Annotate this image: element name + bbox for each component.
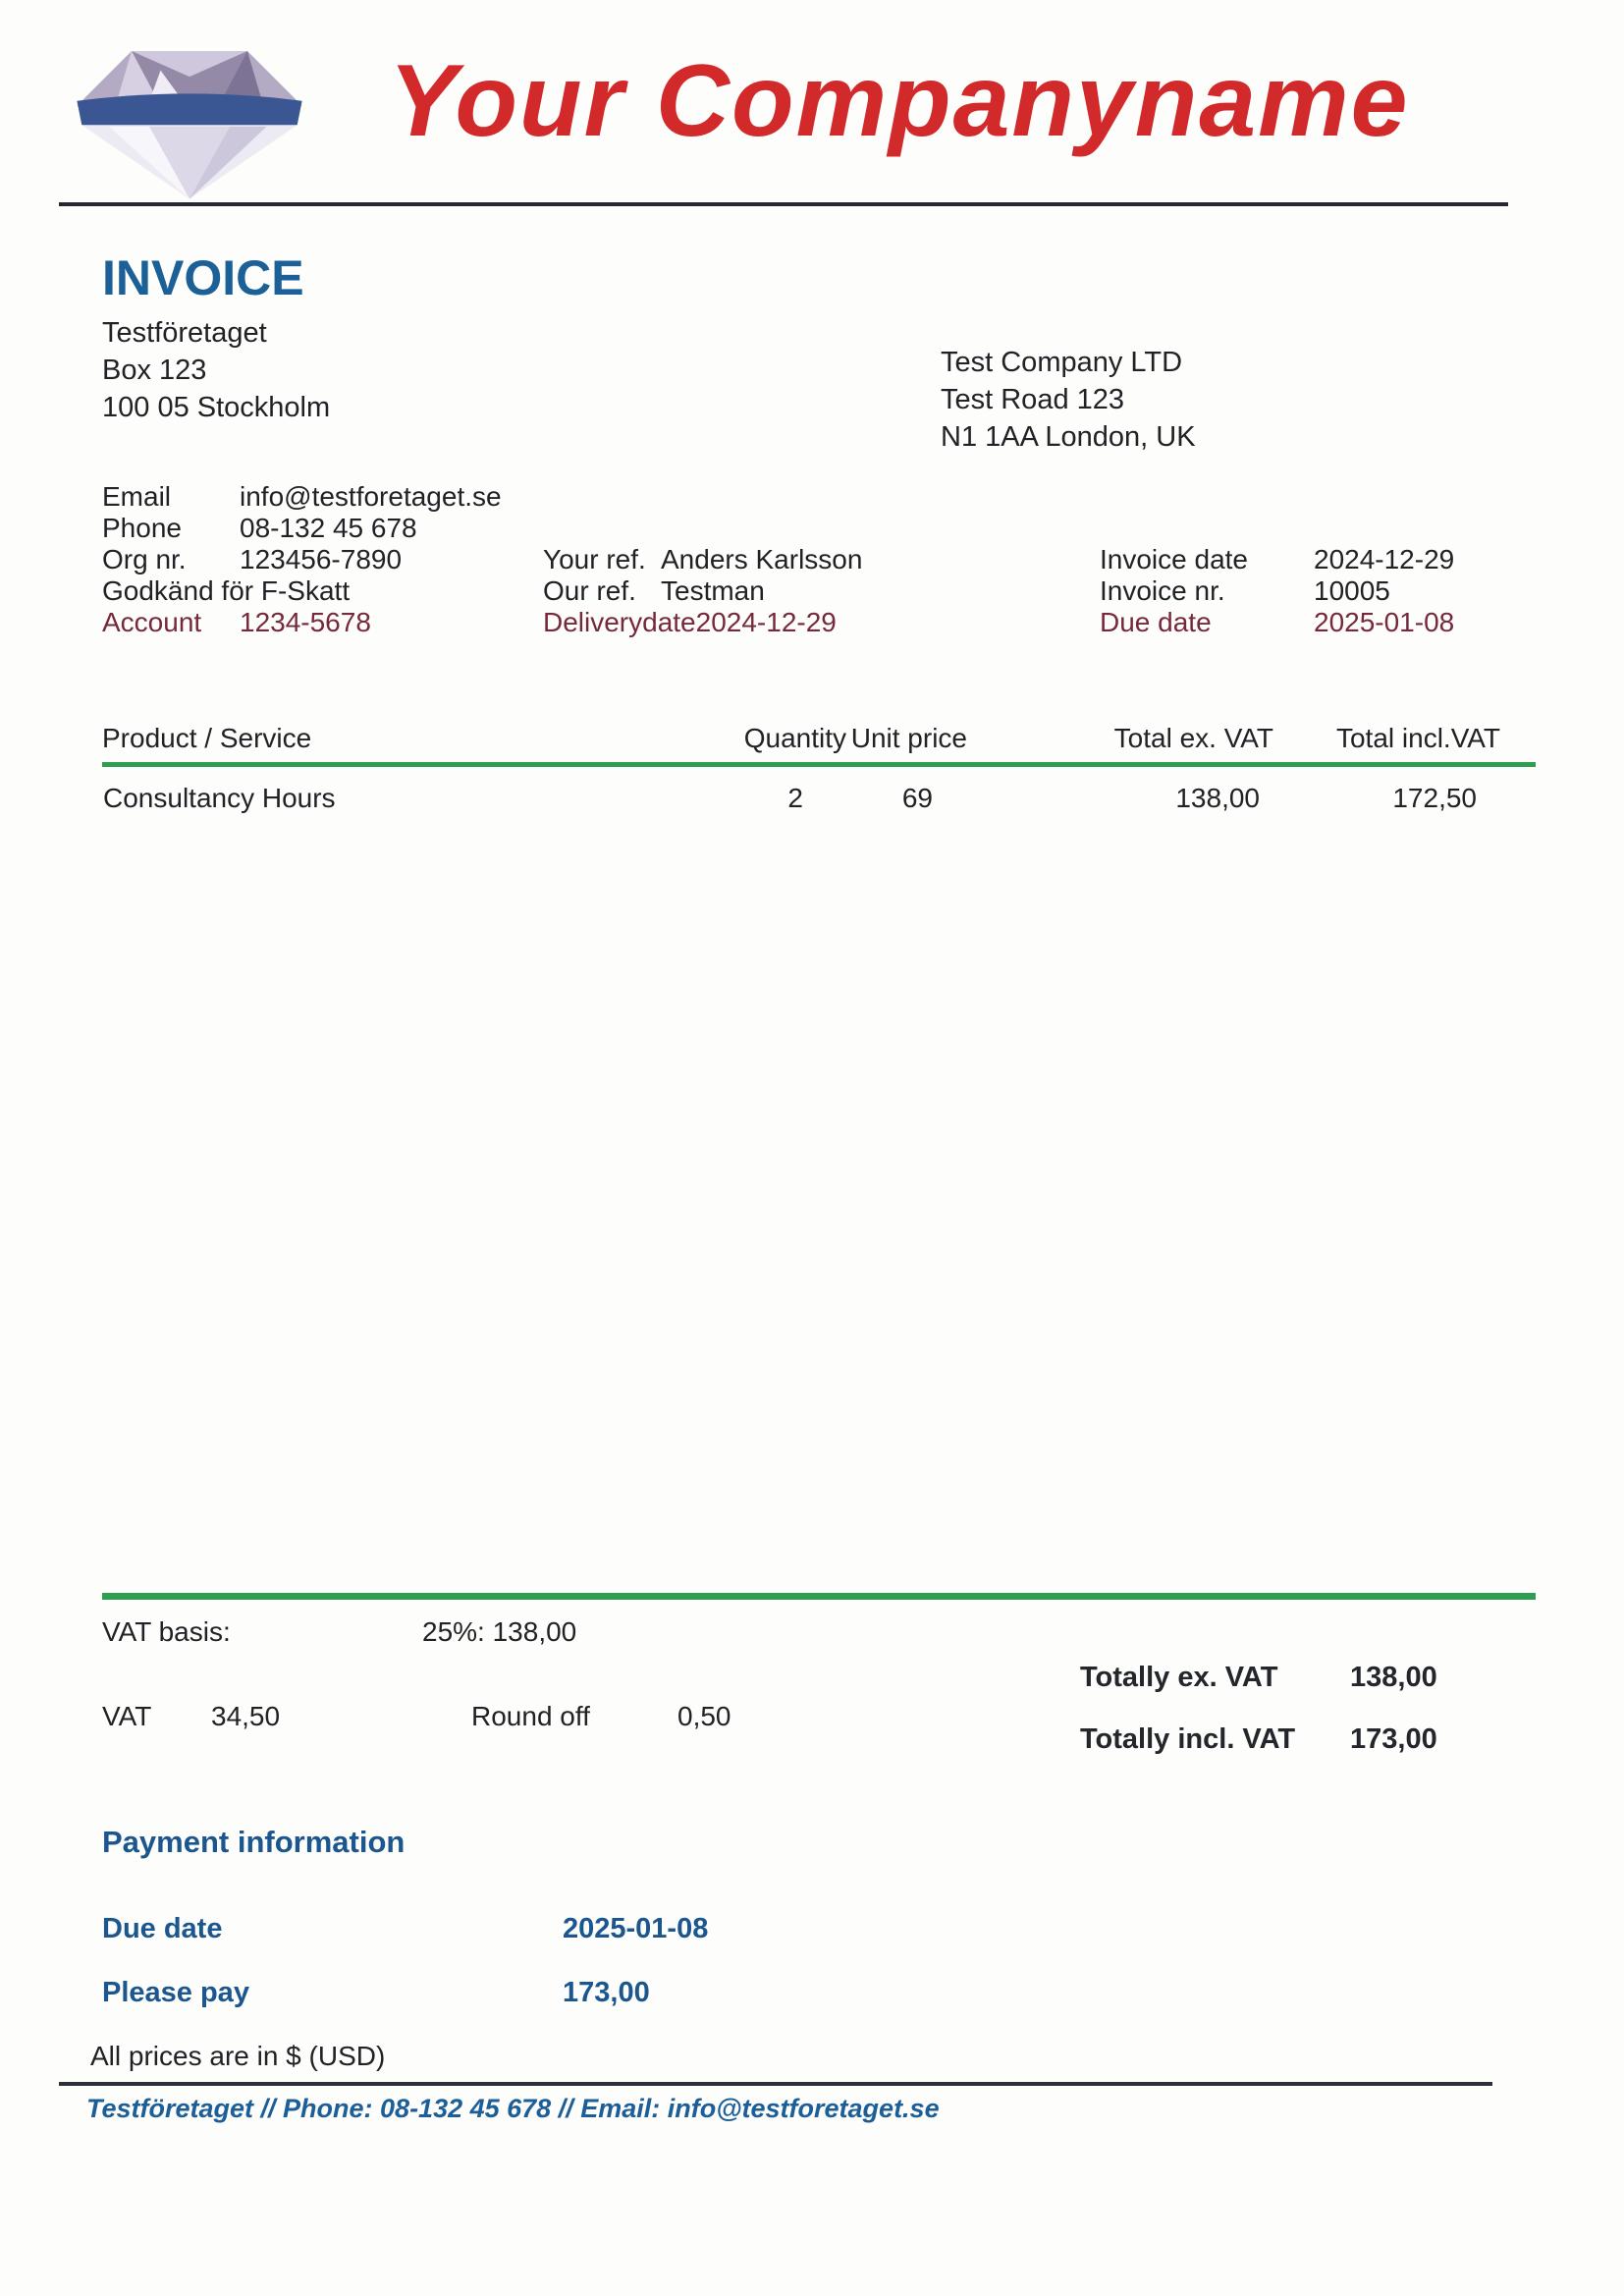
vat-basis-value: 25%: 138,00 <box>422 1616 577 1647</box>
delivery-date-row: Deliverydate2024-12-29 <box>543 607 862 638</box>
orgnr-row: Org nr. 123456-7890 <box>102 544 502 575</box>
phone-row: Phone 08-132 45 678 <box>102 513 502 544</box>
delivery-date-value: 2024-12-29 <box>695 607 837 637</box>
recipient-address: Test Company LTD Test Road 123 N1 1AA Lo… <box>941 344 1196 456</box>
cell-product: Consultancy Hours <box>103 783 336 813</box>
footer-contact-line: Testföretaget // Phone: 08-132 45 678 //… <box>86 2094 940 2123</box>
orgnr-label: Org nr. <box>102 544 187 574</box>
vat-value: 34,50 <box>211 1701 281 1731</box>
recipient-line1: Test Road 123 <box>941 384 1125 415</box>
phone-value: 08-132 45 678 <box>240 513 417 543</box>
invoice-nr-row: Invoice nr. 10005 <box>1100 575 1454 607</box>
contact-block: Email info@testforetaget.se Phone 08-132 4… <box>102 481 502 638</box>
delivery-date-label: Deliverydate <box>543 607 696 637</box>
please-pay-value: 173,00 <box>563 1977 650 2008</box>
sender-name: Testföretaget <box>102 317 267 349</box>
cell-quantity: 2 <box>787 783 803 813</box>
invoice-meta-block: Invoice date 2024-12-29 Invoice nr. 10005 … <box>1100 544 1454 638</box>
round-off-label: Round off <box>471 1701 590 1731</box>
invoice-date-label: Invoice date <box>1100 544 1248 574</box>
payment-heading: Payment information <box>102 1825 406 1859</box>
header-divider <box>59 202 1508 206</box>
sender-address: Testföretaget Box 123 100 05 Stockholm <box>102 314 330 426</box>
col-header-unit-price: Unit price <box>846 723 967 767</box>
vat-basis-label: VAT basis: <box>102 1616 231 1647</box>
currency-note: All prices are in $ (USD) <box>90 2041 386 2071</box>
footer-divider <box>59 2082 1492 2086</box>
orgnr-value: 123456-7890 <box>240 544 403 574</box>
company-name-title: Your Companyname <box>389 44 1410 158</box>
phone-label: Phone <box>102 513 182 543</box>
total-ex-vat-label: Totally ex. VAT <box>1080 1662 1278 1693</box>
diamond-logo <box>77 50 302 199</box>
email-label: Email <box>102 481 172 512</box>
cell-total-incl-vat: 172,50 <box>1392 783 1477 813</box>
due-date-value: 2025-01-08 <box>1314 607 1455 637</box>
recipient-name: Test Company LTD <box>941 347 1183 378</box>
due-date-row: Due date 2025-01-08 <box>1100 607 1454 638</box>
please-pay-label: Please pay <box>102 1977 249 2008</box>
total-ex-vat-value: 138,00 <box>1350 1662 1437 1693</box>
your-ref-label: Your ref. <box>543 544 646 574</box>
col-header-total-ex-vat: Total ex. VAT <box>967 723 1273 767</box>
references-block: Your ref. Anders Karlsson Our ref. Testman… <box>543 544 862 638</box>
email-row: Email info@testforetaget.se <box>102 481 502 513</box>
col-header-total-incl-vat: Total incl.VAT <box>1273 723 1536 767</box>
sender-line1: Box 123 <box>102 355 207 386</box>
round-off-value: 0,50 <box>677 1701 731 1731</box>
due-date-label: Due date <box>1100 607 1212 637</box>
cell-unit-price: 69 <box>901 783 933 813</box>
invoice-nr-label: Invoice nr. <box>1100 575 1225 606</box>
your-ref-row: Your ref. Anders Karlsson <box>543 544 862 575</box>
account-value: 1234-5678 <box>240 607 371 637</box>
cell-total-ex-vat: 138,00 <box>1175 783 1260 813</box>
total-incl-vat-label: Totally incl. VAT <box>1080 1723 1296 1755</box>
our-ref-label: Our ref. <box>543 575 636 606</box>
sender-line2: 100 05 Stockholm <box>102 392 331 423</box>
vat-label: VAT <box>102 1701 152 1731</box>
our-ref-row: Our ref. Testman <box>543 575 862 607</box>
account-row: Account 1234-5678 <box>102 607 502 638</box>
payment-due-date-label: Due date <box>102 1913 223 1944</box>
table-row: Consultancy Hours 2 69 138,00 172,50 <box>102 765 1536 816</box>
table-header-row: Product / Service Quantity Unit price To… <box>102 723 1536 767</box>
invoice-nr-value: 10005 <box>1314 575 1390 606</box>
invoice-date-value: 2024-12-29 <box>1314 544 1455 574</box>
email-value: info@testforetaget.se <box>240 481 502 512</box>
invoice-date-row: Invoice date 2024-12-29 <box>1100 544 1454 575</box>
fskatt-row: Godkänd för F-Skatt <box>102 575 351 606</box>
col-header-product: Product / Service <box>102 723 640 767</box>
our-ref-value: Testman <box>661 575 765 606</box>
summary-divider <box>102 1593 1536 1600</box>
col-header-quantity: Quantity <box>640 723 846 767</box>
account-label: Account <box>102 607 202 637</box>
your-ref-value: Anders Karlsson <box>661 544 863 574</box>
payment-due-date-value: 2025-01-08 <box>563 1913 709 1944</box>
total-incl-vat-value: 173,00 <box>1350 1723 1437 1755</box>
recipient-line2: N1 1AA London, UK <box>941 421 1196 453</box>
invoice-heading: INVOICE <box>102 250 304 305</box>
line-items-table: Product / Service Quantity Unit price To… <box>102 723 1536 815</box>
